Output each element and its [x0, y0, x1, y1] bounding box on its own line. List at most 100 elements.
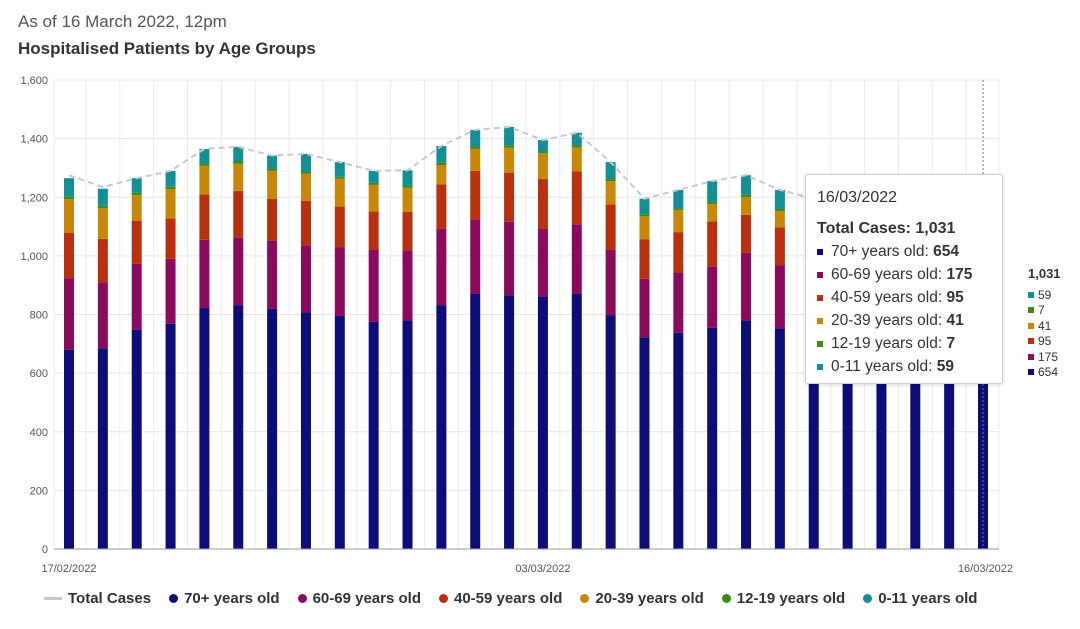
bar-segment — [673, 232, 684, 273]
y-tick-label: 0 — [42, 544, 48, 556]
bar-segment — [504, 145, 515, 148]
bar-segment — [876, 342, 887, 549]
bar-segment — [639, 216, 650, 240]
bar-segment — [233, 146, 244, 162]
bar-segment — [97, 348, 108, 549]
tooltip-row: 40-59 years old: 95 — [817, 289, 964, 307]
bar-segment — [64, 349, 74, 549]
series-square-icon — [1028, 307, 1034, 314]
last-point-total: 1,031 — [1028, 266, 1061, 281]
bar-segment — [97, 205, 108, 209]
legend-dot-icon — [863, 594, 873, 603]
tooltip-row-value: 59 — [936, 358, 954, 375]
series-square-icon — [817, 271, 823, 278]
bar-segment — [97, 188, 108, 206]
bar-segment — [504, 147, 515, 173]
bar-segment — [605, 181, 616, 205]
tooltip-row-label: 12-19 years old: — [831, 335, 943, 352]
bar-segment — [436, 162, 447, 166]
bar-segment — [707, 201, 718, 205]
last-point-value: 41 — [1038, 318, 1052, 333]
bar-segment — [639, 278, 650, 338]
bar-segment — [741, 252, 752, 321]
bar-segment — [707, 204, 718, 222]
bar-segment — [537, 151, 548, 154]
bar-segment — [470, 219, 481, 294]
legend-item-60-69[interactable]: 60-69 years old — [297, 590, 421, 607]
last-point-value: 175 — [1038, 349, 1059, 364]
bar-segment — [165, 189, 176, 219]
x-tick-label: 16/03/2022 — [958, 563, 1013, 575]
last-point-value: 59 — [1038, 287, 1052, 302]
bar-segment — [673, 272, 684, 333]
bar-segment — [267, 170, 278, 199]
legend-item-70-plus[interactable]: 70+ years old — [169, 590, 280, 607]
legend-dot-icon — [580, 594, 590, 603]
last-point-value: 7 — [1038, 303, 1045, 318]
legend-item-0-11[interactable]: 0-11 years old — [863, 590, 977, 607]
legend-item-12-19[interactable]: 12-19 years old — [721, 590, 845, 607]
bar-segment — [334, 206, 345, 248]
bar-segment — [131, 195, 142, 221]
bar-segment — [944, 352, 955, 549]
tooltip-row-label: 0-11 years old: — [831, 358, 933, 375]
last-point-row: 59 — [1028, 287, 1061, 303]
last-point-row: 175 — [1028, 349, 1061, 365]
legend-item-20-39[interactable]: 20-39 years old — [580, 590, 704, 607]
last-point-labels: 1,031 59 7 41 95 175 654 — [1028, 266, 1061, 380]
tooltip-row-value: 7 — [946, 335, 956, 352]
bar-segment — [537, 228, 548, 297]
bar-segment — [165, 218, 176, 259]
bar-segment — [334, 176, 345, 179]
bar-segment — [842, 337, 853, 549]
bar-segment — [910, 346, 921, 549]
tooltip-row: 20-39 years old: 41 — [817, 312, 964, 330]
bar-segment — [436, 184, 447, 229]
bar-segment — [300, 312, 311, 549]
last-point-row: 41 — [1028, 318, 1061, 334]
bar-segment — [368, 170, 379, 183]
bar-segment — [199, 165, 210, 195]
tooltip-row-label: 40-59 years old: — [831, 289, 943, 306]
bar-segment — [605, 179, 616, 182]
legend-label: 40-59 years old — [453, 590, 563, 607]
bar-segment — [774, 227, 785, 266]
bar-segment — [267, 240, 278, 309]
bar-segment — [165, 258, 176, 324]
bar-segment — [300, 171, 311, 174]
y-tick-label: 1,000 — [20, 251, 48, 263]
bar-segment — [741, 214, 752, 253]
series-square-icon — [1028, 322, 1034, 329]
bar-segment — [707, 221, 718, 267]
bar-segment — [707, 266, 718, 328]
bar-segment — [537, 179, 548, 229]
tooltip-row-value: 654 — [933, 243, 959, 260]
bar-segment — [673, 332, 684, 549]
x-tick-label: 03/03/2022 — [515, 563, 570, 575]
bar-segment — [368, 321, 379, 549]
series-square-icon — [1028, 338, 1034, 345]
tooltip-row-value: 41 — [946, 312, 964, 329]
tooltip-total-label: Total Cases: — [817, 220, 911, 237]
chart-title: Hospitalised Patients by Age Groups — [18, 39, 316, 58]
bar-segment — [97, 208, 108, 239]
last-point-row: 95 — [1028, 334, 1061, 350]
bar-segment — [334, 178, 345, 207]
bar-segment — [368, 250, 379, 322]
tooltip-row-value: 175 — [946, 266, 973, 283]
legend-item-40-59[interactable]: 40-59 years old — [438, 590, 563, 607]
bar-segment — [300, 173, 311, 201]
legend-label: 20-39 years old — [595, 590, 704, 607]
bar-segment — [504, 221, 515, 296]
bar-segment — [470, 146, 481, 149]
bar-segment — [571, 145, 582, 148]
bar-segment — [741, 197, 752, 215]
bar-segment — [571, 293, 582, 549]
legend-item-total-cases[interactable]: Total Cases — [44, 590, 151, 607]
y-tick-label: 600 — [30, 368, 48, 380]
legend-dash-icon — [44, 597, 62, 600]
chart-tooltip: 16/03/2022 Total Cases: 1,031 70+ years … — [805, 174, 1003, 384]
bar-segment — [368, 211, 379, 251]
bar-segment — [639, 198, 650, 215]
bar-segment — [233, 190, 244, 238]
